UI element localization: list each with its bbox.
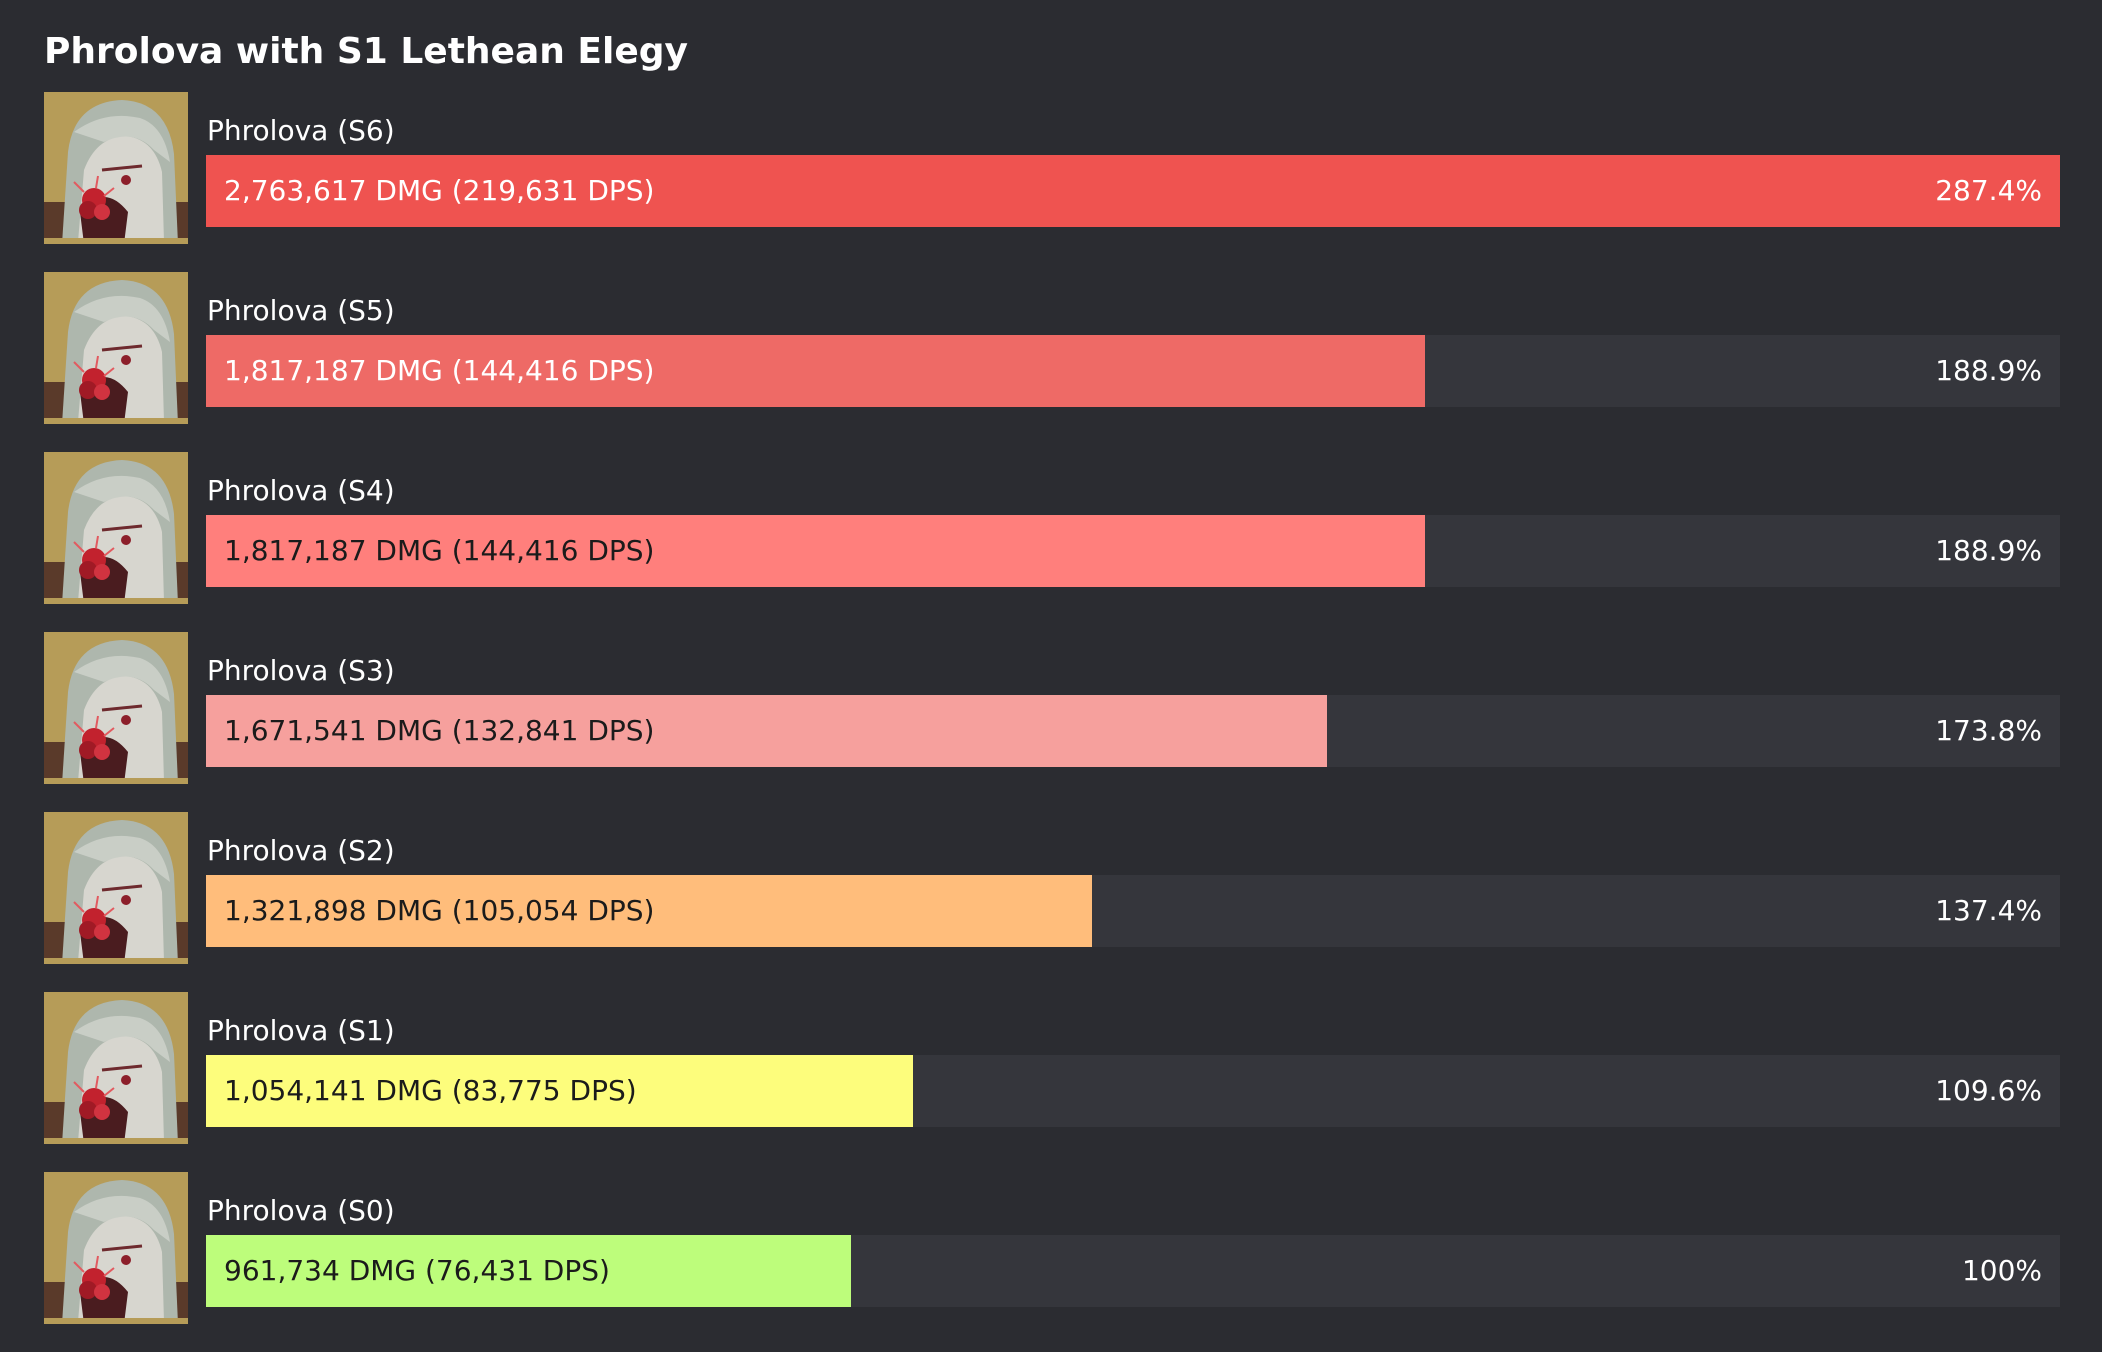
bar-row: Phrolova (S4) 1,817,187 DMG (144,416 DPS)…: [44, 452, 2060, 606]
bar-track: 1,321,898 DMG (105,054 DPS) 137.4%: [206, 875, 2060, 947]
bar-row: Phrolova (S1) 1,054,141 DMG (83,775 DPS) 1…: [44, 992, 2060, 1146]
chart-title: Phrolova with S1 Lethean Elegy: [44, 31, 688, 72]
phrolova-portrait-icon: [44, 632, 188, 784]
bar-percent-label: 287.4%: [1935, 174, 2042, 207]
bar: [206, 515, 1425, 587]
bar-row: Phrolova (S6) 2,763,617 DMG (219,631 DPS)…: [44, 92, 2060, 246]
bar-percent-label: 109.6%: [1935, 1074, 2042, 1107]
phrolova-portrait-icon: [44, 1172, 188, 1324]
bar-value-label: 1,321,898 DMG (105,054 DPS): [224, 894, 655, 927]
bar-percent-label: 188.9%: [1935, 354, 2042, 387]
bar-percent-label: 137.4%: [1935, 894, 2042, 927]
bar: [206, 1235, 851, 1307]
bar-value-label: 1,817,187 DMG (144,416 DPS): [224, 534, 655, 567]
bar: [206, 875, 1092, 947]
bar-value-label: 1,054,141 DMG (83,775 DPS): [224, 1074, 637, 1107]
bar-percent-label: 188.9%: [1935, 534, 2042, 567]
bar-track: 1,817,187 DMG (144,416 DPS) 188.9%: [206, 335, 2060, 407]
bar: [206, 1055, 913, 1127]
bar-row: Phrolova (S3) 1,671,541 DMG (132,841 DPS)…: [44, 632, 2060, 786]
phrolova-portrait-icon: [44, 92, 188, 244]
bar-value-label: 1,671,541 DMG (132,841 DPS): [224, 714, 655, 747]
bar-percent-label: 173.8%: [1935, 714, 2042, 747]
bar-category-label: Phrolova (S6): [207, 114, 395, 147]
bar: [206, 695, 1327, 767]
bar-row: Phrolova (S0) 961,734 DMG (76,431 DPS) 100…: [44, 1172, 2060, 1326]
bar-category-label: Phrolova (S3): [207, 654, 395, 687]
bar-track: 1,671,541 DMG (132,841 DPS) 173.8%: [206, 695, 2060, 767]
bar: [206, 335, 1425, 407]
bar-percent-label: 100%: [1961, 1254, 2042, 1287]
phrolova-portrait-icon: [44, 452, 188, 604]
bar: [206, 155, 2060, 227]
bar-category-label: Phrolova (S2): [207, 834, 395, 867]
phrolova-portrait-icon: [44, 272, 188, 424]
bar-category-label: Phrolova (S4): [207, 474, 395, 507]
bar-value-label: 1,817,187 DMG (144,416 DPS): [224, 354, 655, 387]
bar-category-label: Phrolova (S5): [207, 294, 395, 327]
bar-category-label: Phrolova (S0): [207, 1194, 395, 1227]
bar-value-label: 961,734 DMG (76,431 DPS): [224, 1254, 610, 1287]
bar-category-label: Phrolova (S1): [207, 1014, 395, 1047]
bar-track: 1,054,141 DMG (83,775 DPS) 109.6%: [206, 1055, 2060, 1127]
bar-row: Phrolova (S5) 1,817,187 DMG (144,416 DPS)…: [44, 272, 2060, 426]
phrolova-portrait-icon: [44, 992, 188, 1144]
bar-track: 1,817,187 DMG (144,416 DPS) 188.9%: [206, 515, 2060, 587]
phrolova-portrait-icon: [44, 812, 188, 964]
bar-track: 961,734 DMG (76,431 DPS) 100%: [206, 1235, 2060, 1307]
bar-value-label: 2,763,617 DMG (219,631 DPS): [224, 174, 655, 207]
bar-track: 2,763,617 DMG (219,631 DPS) 287.4%: [206, 155, 2060, 227]
bar-row: Phrolova (S2) 1,321,898 DMG (105,054 DPS)…: [44, 812, 2060, 966]
